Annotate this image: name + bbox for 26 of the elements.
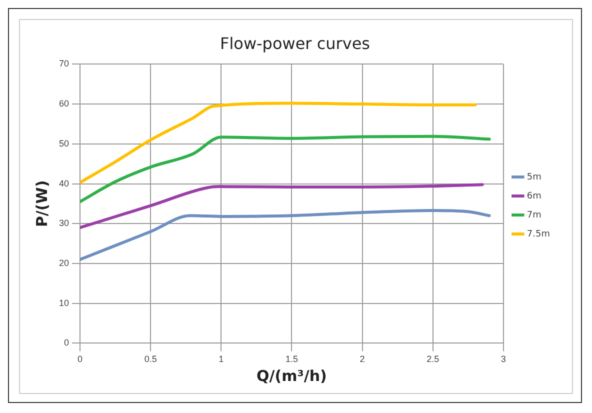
y-tick-label: 60 (58, 98, 70, 109)
x-tick-label: 3 (500, 354, 506, 364)
y-tick-label: 20 (58, 258, 70, 268)
y-tick-label: 70 (58, 58, 70, 69)
y-tick-label: 10 (58, 298, 70, 308)
legend-label: 5m (526, 172, 542, 182)
y-tick-label: 40 (58, 178, 70, 188)
line-series (80, 183, 484, 230)
y-tick-label: 0 (64, 338, 70, 348)
y-tick-label: 50 (58, 138, 70, 148)
x-tick-label: 0 (78, 354, 83, 364)
legend-label: 6m (526, 191, 542, 202)
x-axis-title: Q/(m³/h) (256, 366, 327, 385)
x-tick-label: 1.5 (285, 354, 298, 364)
line-series (80, 102, 477, 184)
line-series (80, 208, 491, 261)
legend-label: 7.5m (526, 229, 550, 240)
line-series (80, 134, 491, 204)
y-tick-label: 30 (58, 218, 70, 228)
legend-label: 7m (526, 210, 542, 220)
x-tick-label: 0.5 (144, 354, 157, 364)
x-tick-label: 2 (360, 354, 365, 364)
chart-title: Flow-power curves (220, 34, 370, 53)
y-axis-title: P/(W) (32, 180, 51, 228)
x-tick-label: 2.5 (426, 354, 440, 364)
x-tick-label: 1 (218, 354, 224, 364)
